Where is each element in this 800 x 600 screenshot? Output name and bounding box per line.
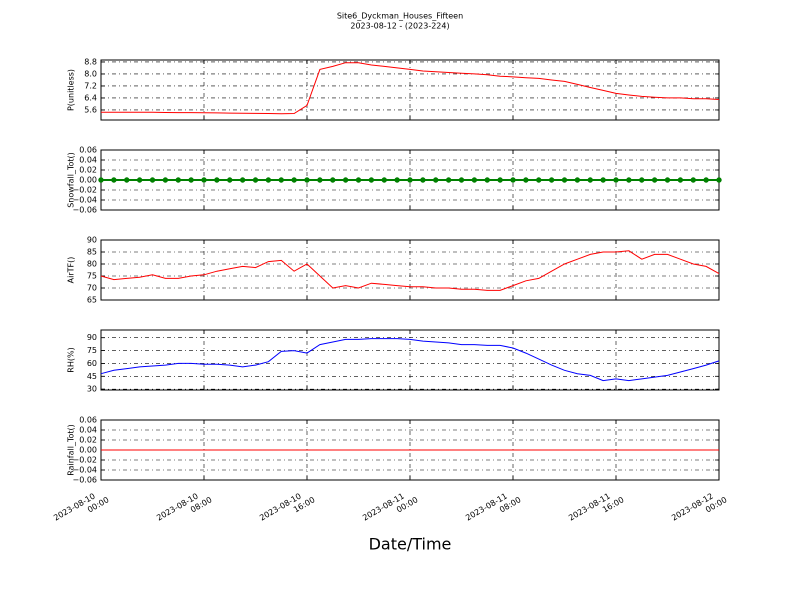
y-tick-label: 0.00 [79, 446, 97, 455]
y-axis-label: Rainfall_Tot() [67, 424, 76, 476]
data-point [355, 177, 362, 183]
data-point [291, 177, 297, 183]
y-tick-label: 75 [87, 272, 97, 281]
y-tick-label: 60 [87, 359, 97, 368]
data-point [98, 177, 104, 183]
data-point [278, 177, 284, 183]
data-point [561, 177, 568, 183]
y-axis-label: Snowfall_Tot() [67, 152, 76, 208]
data-point [587, 177, 593, 183]
data-point [124, 177, 130, 183]
data-point [677, 177, 684, 183]
x-tick-label: 2023-08-1200:00 [670, 486, 728, 531]
x-tick-label: 2023-08-1016:00 [258, 486, 316, 531]
y-tick-label: 8.8 [84, 57, 97, 66]
y-tick-label: 85 [87, 248, 97, 257]
y-tick-label: 8.0 [84, 69, 97, 78]
y-tick-label: 30 [87, 385, 97, 394]
data-point [111, 177, 117, 183]
data-point [716, 177, 722, 183]
data-point [188, 177, 194, 183]
y-tick-label: 0.00 [79, 176, 97, 185]
data-point [239, 177, 246, 183]
data-point [149, 177, 156, 183]
y-tick-label: −0.06 [72, 206, 97, 215]
data-point [201, 177, 207, 183]
data-point [574, 177, 581, 183]
data-point [458, 177, 465, 183]
data-point [651, 177, 658, 183]
y-tick-label: 90 [87, 333, 97, 342]
y-tick-label: 0.02 [79, 436, 97, 445]
data-point [407, 177, 413, 183]
x-tick-label: 2023-08-1100:00 [361, 486, 419, 531]
data-point [664, 177, 671, 183]
y-tick-label: −0.06 [72, 476, 97, 485]
y-tick-label: −0.02 [72, 456, 97, 465]
data-point [214, 177, 220, 183]
data-point [317, 177, 323, 183]
y-tick-label: 80 [87, 260, 97, 269]
data-point [510, 177, 516, 183]
data-point [175, 177, 181, 183]
x-tick-label: 2023-08-1000:00 [52, 486, 110, 531]
data-point [690, 177, 696, 183]
data-point [342, 177, 349, 183]
data-point [703, 177, 709, 183]
data-point [445, 177, 452, 183]
data-point [523, 177, 529, 183]
data-point [548, 177, 555, 183]
y-tick-label: 5.6 [84, 105, 97, 114]
data-point [227, 177, 233, 183]
data-point [639, 177, 645, 183]
data-point [162, 177, 169, 183]
y-tick-label: −0.02 [72, 186, 97, 195]
data-point [420, 177, 426, 183]
data-point [136, 177, 143, 183]
data-point [265, 177, 272, 183]
y-tick-label: 45 [87, 372, 97, 381]
data-line [100, 250, 720, 291]
y-tick-label: 0.04 [79, 426, 97, 435]
y-tick-label: 6.4 [84, 93, 97, 102]
y-tick-label: 65 [87, 296, 97, 305]
data-point [368, 177, 375, 183]
y-axis-label: RH(%) [67, 347, 76, 372]
y-tick-label: 75 [87, 346, 97, 355]
data-point [433, 177, 439, 183]
title: Site6_Dyckman_Houses_Fifteen [337, 12, 463, 21]
data-line [101, 62, 720, 115]
data-point [252, 177, 259, 183]
y-tick-label: 0.04 [79, 156, 97, 165]
data-point [600, 177, 606, 183]
y-tick-label: 0.06 [79, 146, 97, 155]
y-tick-label: 7.2 [84, 81, 97, 90]
y-tick-label: −0.04 [72, 466, 97, 475]
data-point [381, 177, 387, 183]
data-point [394, 177, 400, 183]
data-point [626, 177, 632, 183]
subtitle: 2023-08-12 - (2023-224) [350, 22, 449, 31]
y-axis-label: AirTF() [67, 257, 76, 284]
x-tick-label: 2023-08-1116:00 [567, 486, 625, 531]
data-point [613, 177, 619, 183]
data-point [484, 177, 490, 183]
y-axis-label: P(unitless) [67, 69, 76, 111]
data-point [330, 177, 336, 183]
x-tick-label: 2023-08-1108:00 [464, 486, 522, 531]
data-point [536, 177, 542, 183]
y-tick-label: 70 [87, 284, 97, 293]
data-line [100, 338, 720, 382]
y-tick-label: 0.06 [79, 416, 97, 425]
x-axis-label: Date/Time [369, 535, 452, 554]
x-tick-label: 2023-08-1008:00 [155, 486, 213, 531]
y-tick-label: 90 [87, 236, 97, 245]
data-point [304, 177, 310, 183]
data-point [497, 177, 503, 183]
data-point [471, 177, 478, 183]
y-tick-label: 0.02 [79, 166, 97, 175]
y-tick-label: −0.04 [72, 196, 97, 205]
